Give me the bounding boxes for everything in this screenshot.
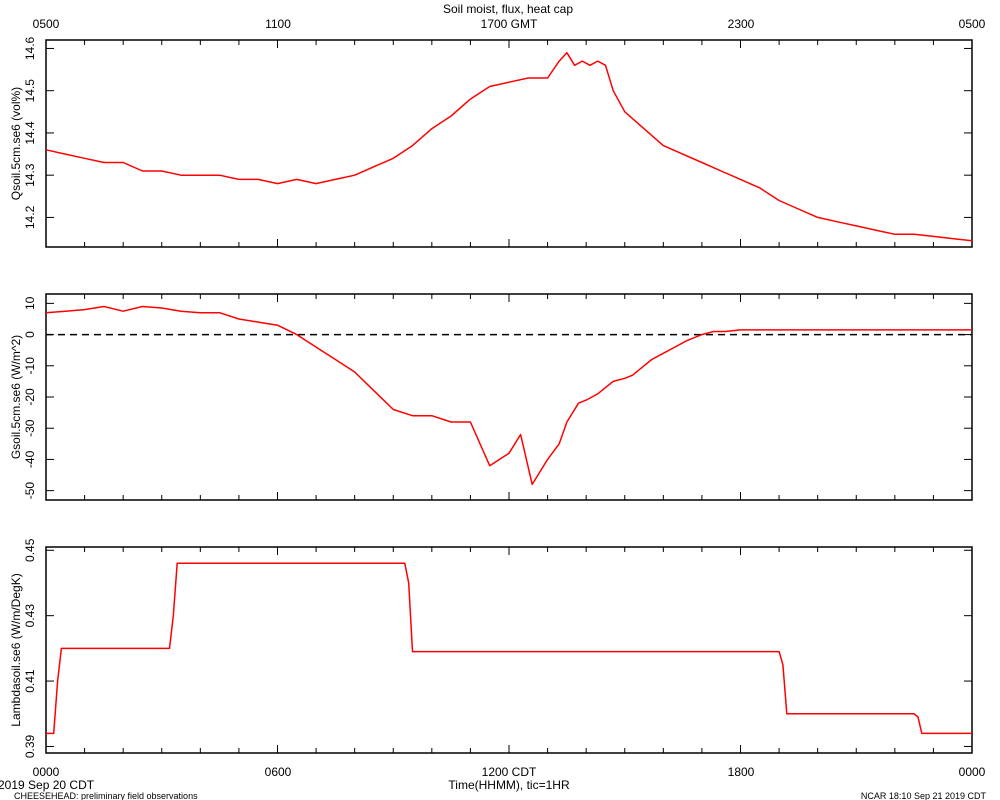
top-tick-label: 0500 <box>33 17 60 31</box>
top-time-axis: 0500 1100 1700 GMT 2300 0500 <box>33 17 986 31</box>
y-tick-label: -50 <box>23 482 37 500</box>
series-line <box>45 51 973 242</box>
x-axis-label: Time(HHMM), tic=1HR <box>448 778 570 792</box>
bottom-tick-label: 1800 <box>728 765 755 779</box>
top-tick-label: 0500 <box>959 17 986 31</box>
y-axis-label: Lambdasoil.se6 (W/m/DegK) <box>9 573 23 726</box>
series-line <box>45 305 972 486</box>
y-tick-label: 0.45 <box>23 538 37 562</box>
bottom-tick-label: 0600 <box>265 765 292 779</box>
y-tick-label: 14.4 <box>23 121 37 145</box>
bottom-tick-label: 1200 CDT <box>482 765 537 779</box>
y-axis-label: Qsoil.5cm.se6 (vol%) <box>9 87 23 200</box>
y-tick-label: 10 <box>23 296 37 310</box>
y-tick-label: -30 <box>23 419 37 437</box>
plot-frame <box>45 293 973 501</box>
panel-1: 14.2 14.3 14.4 14.5 14.6 Qsoil.5cm.se6 (vol%) <box>9 36 973 248</box>
y-tick-label: -10 <box>23 357 37 375</box>
bottom-time-axis: 0000 0600 1200 CDT 1800 0000 <box>33 765 986 779</box>
y-tick-label: 0 <box>23 331 37 338</box>
top-tick-label: 1100 <box>265 17 291 31</box>
plot-frame <box>45 546 973 754</box>
bottom-tick-label: 0000 <box>33 765 60 779</box>
top-tick-label: 1700 GMT <box>481 17 538 31</box>
footer-left: CHEESEHEAD: preliminary field observatio… <box>14 791 198 800</box>
date-label: 2019 Sep 20 CDT <box>0 778 95 792</box>
series-line <box>46 562 972 735</box>
footer-right: NCAR 18:10 Sep 21 2019 CDT <box>861 791 987 800</box>
plot-frame <box>45 39 973 248</box>
top-tick-label: 2300 <box>728 17 755 31</box>
y-tick-label: -40 <box>23 450 37 468</box>
y-tick-label: 0.39 <box>23 734 37 758</box>
panel-2: 10 0 -10 -20 -30 -40 -50 Gsoil.5cm.se6 (W/m^2) <box>9 293 973 501</box>
y-tick-label: 14.3 <box>23 163 37 187</box>
panels: 14.2 14.3 14.4 14.5 14.6 Qsoil.5cm.se6 (vol%)… <box>9 36 973 758</box>
y-tick-label: 14.6 <box>23 36 37 60</box>
y-tick-label: 0.43 <box>23 604 37 628</box>
y-tick-label: 14.2 <box>23 205 37 229</box>
y-axis-label: Gsoil.5cm.se6 (W/m^2) <box>9 335 23 459</box>
bottom-tick-label: 0000 <box>959 765 986 779</box>
y-tick-label: -20 <box>23 388 37 406</box>
y-tick-label: 14.5 <box>23 79 37 103</box>
chart-title: Soil moist, flux, heat cap <box>443 2 573 16</box>
y-tick-label: 0.41 <box>23 669 37 693</box>
